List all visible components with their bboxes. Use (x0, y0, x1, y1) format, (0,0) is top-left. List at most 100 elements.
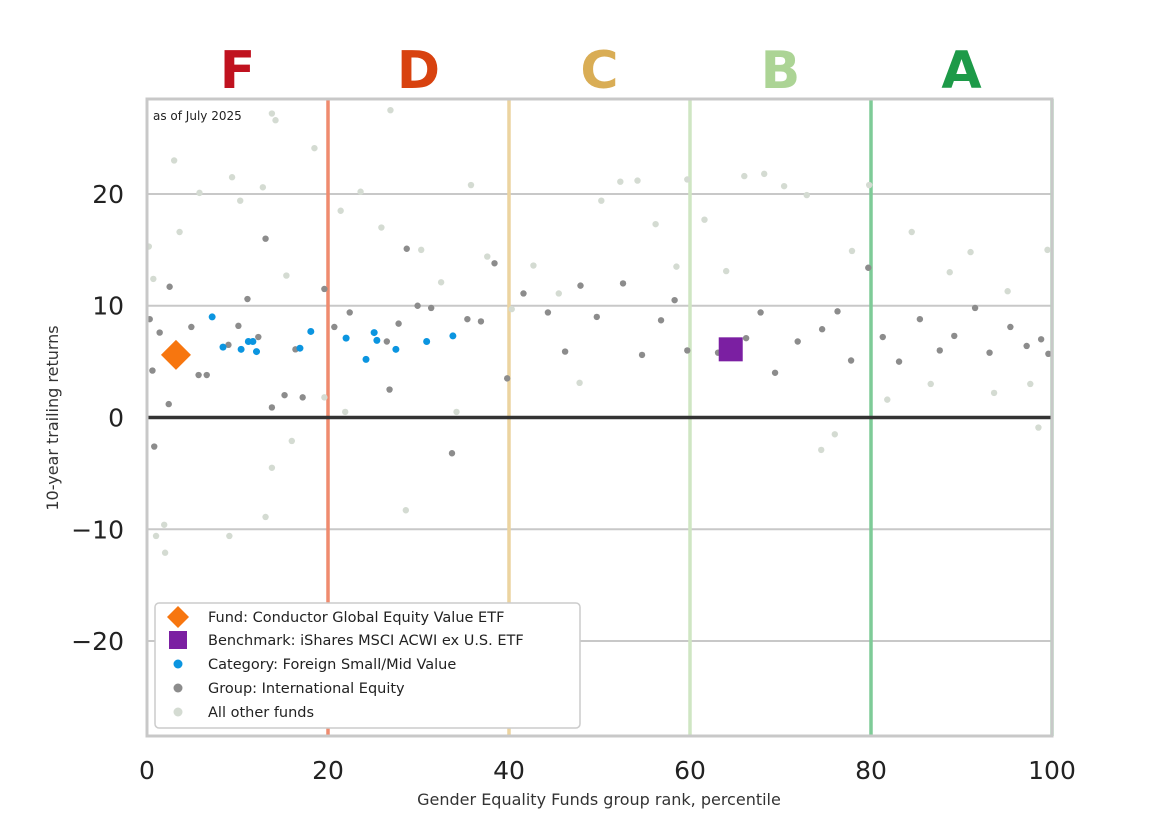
point-s2-5 (253, 348, 261, 356)
y-tick-label-0: 20 (92, 180, 124, 209)
point-s4-16 (283, 272, 290, 279)
point-s3-44 (757, 309, 764, 316)
point-s1-0 (718, 337, 743, 362)
point-s3-35 (577, 282, 584, 289)
point-s4-28 (453, 408, 460, 416)
point-s3-57 (986, 349, 993, 356)
legend-label-3: Group: International Equity (208, 681, 405, 697)
point-s4-15 (272, 117, 279, 124)
point-s2-13 (423, 338, 431, 346)
point-s4-46 (803, 191, 810, 199)
point-s3-21 (383, 338, 391, 345)
point-s4-20 (337, 207, 344, 214)
point-s3-1 (149, 367, 156, 374)
point-s3-58 (1007, 323, 1014, 331)
point-s3-19 (331, 323, 338, 331)
point-s4-56 (990, 389, 998, 397)
y-tick-label-2: 0 (108, 404, 124, 433)
point-s3-51 (879, 333, 886, 341)
point-s3-8 (203, 371, 210, 379)
point-s3-9 (225, 341, 232, 349)
x-tick-label-5: 100 (1028, 756, 1076, 785)
point-s4-7 (196, 189, 203, 197)
point-s4-24 (387, 106, 394, 114)
point-s4-1 (150, 275, 157, 283)
y-axis-title: 10-year trailing returns (43, 325, 62, 510)
point-s4-18 (311, 144, 318, 152)
point-s2-2 (237, 345, 245, 353)
point-s4-39 (673, 263, 680, 270)
point-s3-3 (156, 329, 163, 336)
x-tick-label-2: 40 (493, 756, 525, 785)
point-s3-54 (936, 347, 943, 354)
point-s3-24 (403, 245, 410, 252)
point-s4-31 (508, 305, 515, 313)
point-s4-41 (701, 216, 708, 223)
point-s4-33 (555, 290, 562, 297)
point-s2-12 (392, 345, 400, 353)
point-s3-30 (491, 260, 498, 267)
y-tick-label-1: 10 (92, 292, 124, 321)
point-s3-49 (847, 357, 855, 364)
point-s4-23 (378, 224, 385, 231)
point-s4-34 (576, 379, 583, 387)
point-s3-32 (520, 290, 527, 297)
point-s4-4 (161, 549, 169, 556)
point-s3-14 (268, 404, 276, 411)
legend-marker-1 (169, 631, 187, 649)
point-s3-17 (299, 394, 306, 401)
grade-label-B: B (761, 41, 801, 101)
point-s4-37 (634, 177, 641, 184)
point-s4-58 (1027, 380, 1034, 388)
point-s3-20 (346, 309, 353, 316)
legend-label-0: Fund: Conductor Global Equity Value ETF (208, 610, 504, 626)
point-s4-22 (357, 188, 364, 195)
x-tick-label-0: 0 (139, 756, 155, 785)
point-s4-44 (761, 170, 768, 178)
point-s0-0 (160, 339, 191, 370)
point-s3-6 (188, 323, 195, 331)
point-s4-17 (288, 437, 295, 445)
point-s3-15 (281, 391, 288, 399)
point-s3-59 (1023, 342, 1030, 350)
point-s3-50 (865, 264, 872, 271)
point-s4-8 (226, 532, 233, 540)
point-s4-53 (927, 380, 934, 388)
point-s4-14 (268, 110, 276, 117)
point-s3-27 (448, 450, 456, 457)
point-s2-10 (370, 329, 378, 337)
point-s4-30 (484, 253, 491, 260)
legend: Fund: Conductor Global Equity Value ETF B… (154, 602, 581, 729)
point-s2-6 (296, 344, 304, 352)
legend-label-2: Category: Foreign Small/Mid Value (208, 657, 456, 673)
point-s4-57 (1004, 288, 1011, 295)
grade-label-F: F (220, 41, 256, 101)
point-s4-38 (652, 220, 659, 228)
grade-label-D: D (397, 41, 440, 101)
point-s4-19 (321, 394, 328, 401)
legend-marker-0 (167, 606, 189, 628)
point-s3-41 (684, 347, 691, 354)
point-s3-18 (321, 285, 328, 293)
point-s3-12 (255, 333, 262, 341)
y-tick-label-3: −10 (71, 515, 124, 544)
point-s3-33 (544, 309, 552, 316)
point-s3-39 (657, 317, 665, 324)
point-s2-14 (449, 332, 457, 340)
point-s3-38 (638, 351, 646, 359)
point-s3-52 (895, 358, 903, 365)
x-axis-title: Gender Equality Funds group rank, percen… (417, 790, 781, 809)
point-s3-2 (151, 443, 158, 450)
point-s3-61 (1045, 350, 1052, 357)
point-s4-52 (908, 228, 915, 236)
x-tick-label-3: 60 (674, 756, 706, 785)
point-s3-36 (593, 313, 600, 321)
point-s4-59 (1035, 424, 1042, 431)
point-s3-26 (427, 304, 435, 312)
grade-label-A: A (941, 41, 981, 101)
point-s4-2 (152, 532, 160, 540)
point-s3-48 (834, 308, 841, 315)
point-s3-11 (244, 295, 251, 303)
point-s2-7 (307, 327, 315, 335)
